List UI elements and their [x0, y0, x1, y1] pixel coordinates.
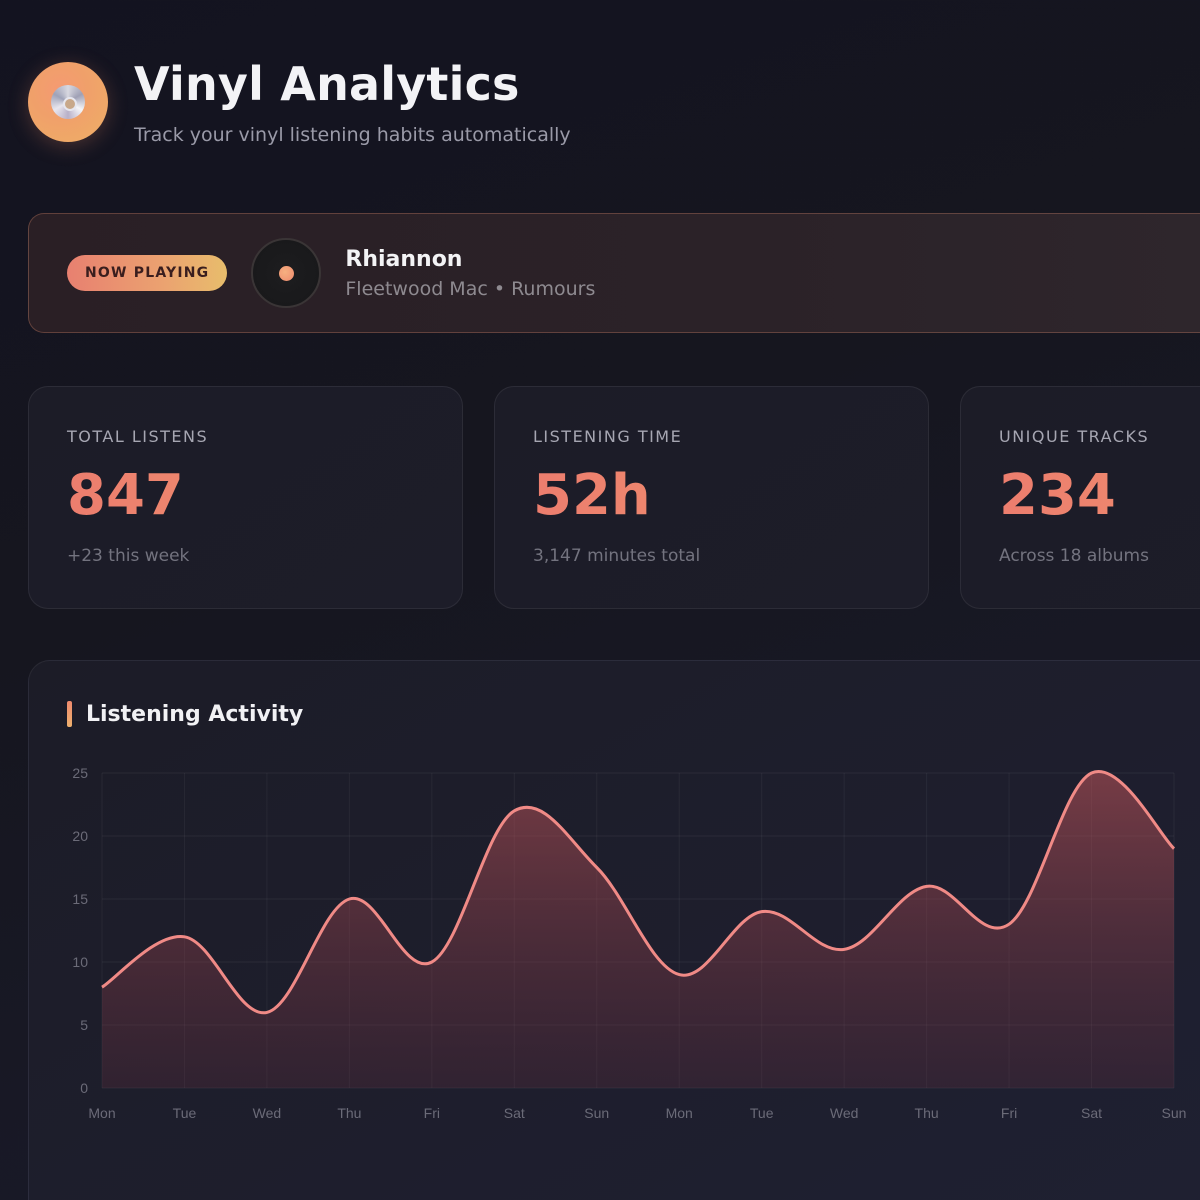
x-tick-label: Wed: [830, 1105, 859, 1121]
vinyl-disc-icon: [28, 62, 108, 142]
record-label-dot: [278, 265, 294, 281]
y-tick-label: 25: [72, 765, 88, 781]
y-tick-label: 20: [72, 828, 88, 844]
stat-label: LISTENING TIME: [533, 427, 683, 446]
x-tick-label: Tue: [750, 1105, 774, 1121]
app-header: Vinyl Analytics Track your vinyl listeni…: [28, 58, 571, 146]
y-axis: 0 5 10 15 20 25: [72, 765, 88, 1096]
app-subtitle: Track your vinyl listening habits automa…: [134, 124, 571, 146]
stat-label: UNIQUE TRACKS: [999, 427, 1150, 446]
chart-title: Listening Activity: [86, 701, 304, 727]
stat-value: 234: [999, 464, 1200, 528]
now-playing-info: Rhiannon Fleetwood Mac • Rumours: [345, 247, 595, 300]
x-axis: Mon Tue Wed Thu Fri Sat Sun Mon Tue Wed Thu Fri Sat S…: [88, 1105, 1186, 1121]
y-tick-label: 15: [72, 891, 88, 907]
track-artist-album: Fleetwood Mac • Rumours: [345, 277, 596, 300]
x-tick-label: Tue: [173, 1105, 197, 1121]
x-tick-label: Thu: [337, 1105, 361, 1121]
x-tick-label: Wed: [253, 1105, 282, 1121]
x-tick-label: Thu: [915, 1105, 939, 1121]
track-title: Rhiannon: [345, 246, 463, 272]
app-title: Vinyl Analytics: [134, 57, 520, 111]
x-tick-label: Mon: [666, 1105, 693, 1121]
data-line[interactable]: [101, 769, 1176, 1014]
y-tick-label: 5: [80, 1017, 88, 1033]
stat-card-listening-time: LISTENING TIME 52h 3,147 minutes total: [494, 386, 929, 609]
stat-card-total-listens: TOTAL LISTENS 847 +23 this week: [28, 386, 463, 609]
x-tick-label: Fri: [1001, 1105, 1017, 1121]
x-tick-label: Mon: [88, 1105, 115, 1121]
x-tick-label: Fri: [424, 1105, 440, 1121]
stat-sub: +23 this week: [67, 546, 190, 566]
y-tick-label: 0: [80, 1080, 88, 1096]
chart-header: Listening Activity: [67, 701, 303, 727]
spinning-record-icon: [251, 238, 322, 308]
x-tick-label: Sat: [504, 1105, 525, 1121]
x-tick-label: Sun: [584, 1105, 609, 1121]
now-playing-badge: NOW PLAYING: [67, 255, 228, 291]
stat-label: TOTAL LISTENS: [67, 427, 209, 446]
y-tick-label: 10: [72, 954, 88, 970]
stat-value: 52h: [533, 464, 928, 528]
cd-glyph: [51, 85, 85, 119]
x-tick-label: Sun: [1162, 1105, 1187, 1121]
stat-card-unique-tracks: UNIQUE TRACKS 234 Across 18 albums: [960, 386, 1200, 609]
x-tick-label: Sat: [1081, 1105, 1102, 1121]
now-playing-card[interactable]: NOW PLAYING Rhiannon Fleetwood Mac • Rum…: [28, 213, 1200, 333]
stat-sub: Across 18 albums: [999, 546, 1149, 566]
stat-sub: 3,147 minutes total: [533, 546, 701, 566]
stat-value: 847: [67, 464, 462, 528]
title-accent-bar: [67, 701, 72, 727]
title-block: Vinyl Analytics Track your vinyl listeni…: [134, 58, 571, 146]
